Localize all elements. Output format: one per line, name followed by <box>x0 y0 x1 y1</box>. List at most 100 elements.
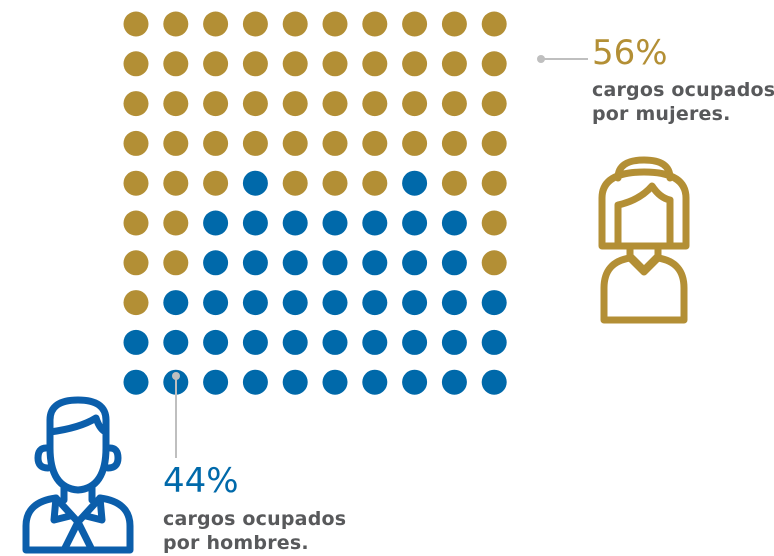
waffle-dot-women <box>203 91 229 117</box>
waffle-dot-men <box>441 210 467 236</box>
waffle-dot-men <box>441 369 467 395</box>
waffle-dot-men <box>322 290 348 316</box>
waffle-dot-men <box>322 250 348 276</box>
waffle-dot-men <box>362 250 388 276</box>
waffle-dot-women <box>242 91 268 117</box>
women-description-line1: cargos ocupados <box>592 79 774 101</box>
waffle-dot-women <box>163 91 189 117</box>
waffle-dot-women <box>481 91 507 117</box>
waffle-dot-women <box>322 170 348 196</box>
waffle-dot-women <box>362 91 388 117</box>
waffle-dot-women <box>163 11 189 37</box>
waffle-dot-men <box>441 329 467 355</box>
man-icon <box>22 396 134 554</box>
waffle-dot-women <box>441 51 467 77</box>
waffle-dot-men <box>322 329 348 355</box>
waffle-dot-women <box>203 11 229 37</box>
women-description-line2: por mujeres. <box>592 103 731 125</box>
waffle-dot-women <box>163 250 189 276</box>
waffle-dot-women <box>481 170 507 196</box>
waffle-dot-women <box>282 170 308 196</box>
women-leader-line <box>537 55 588 63</box>
waffle-dot-men <box>203 329 229 355</box>
waffle-dot-men <box>123 369 149 395</box>
women-percent: 56% <box>592 33 668 73</box>
waffle-dot-men <box>203 210 229 236</box>
waffle-dot-women <box>123 51 149 77</box>
waffle-dot-women <box>402 11 428 37</box>
waffle-dot-men <box>402 369 428 395</box>
waffle-dot-men <box>282 290 308 316</box>
waffle-dot-women <box>402 130 428 156</box>
waffle-dot-men <box>203 290 229 316</box>
waffle-dot-men <box>362 210 388 236</box>
waffle-dot-women <box>123 290 149 316</box>
waffle-dot-men <box>203 369 229 395</box>
waffle-dot-men <box>402 329 428 355</box>
waffle-dot-women <box>362 51 388 77</box>
waffle-dot-women <box>123 170 149 196</box>
waffle-dot-men <box>163 290 189 316</box>
waffle-dot-women <box>481 11 507 37</box>
waffle-dot-women <box>362 130 388 156</box>
waffle-dot-men <box>282 329 308 355</box>
waffle-dot-women <box>481 210 507 236</box>
waffle-dot-women <box>481 130 507 156</box>
waffle-dot-women <box>481 51 507 77</box>
waffle-dot-women <box>282 51 308 77</box>
waffle-dot-women <box>282 11 308 37</box>
waffle-dot-men <box>481 329 507 355</box>
waffle-dot-women <box>123 210 149 236</box>
waffle-grid <box>123 11 507 395</box>
waffle-dot-men <box>282 250 308 276</box>
waffle-dot-men <box>441 290 467 316</box>
waffle-dot-men <box>402 210 428 236</box>
waffle-dot-men <box>242 250 268 276</box>
waffle-dot-women <box>362 170 388 196</box>
waffle-dot-women <box>441 11 467 37</box>
waffle-dot-men <box>402 250 428 276</box>
men-description: cargos ocupados por hombres. <box>163 507 346 555</box>
waffle-dot-men <box>362 329 388 355</box>
waffle-dot-men <box>163 329 189 355</box>
men-leader-line <box>172 372 180 458</box>
waffle-dot-women <box>163 130 189 156</box>
waffle-dot-men <box>362 369 388 395</box>
waffle-dot-men <box>362 290 388 316</box>
waffle-dot-men <box>242 369 268 395</box>
waffle-dot-women <box>163 51 189 77</box>
men-description-line1: cargos ocupados <box>163 508 347 530</box>
waffle-dot-men <box>123 329 149 355</box>
waffle-dot-men <box>322 210 348 236</box>
waffle-dot-men <box>481 290 507 316</box>
waffle-dot-women <box>441 130 467 156</box>
waffle-dot-men <box>242 170 268 196</box>
men-percent: 44% <box>163 461 239 501</box>
waffle-dot-women <box>322 51 348 77</box>
waffle-dot-women <box>322 11 348 37</box>
waffle-dot-women <box>123 130 149 156</box>
waffle-dot-women <box>322 130 348 156</box>
waffle-dot-women <box>441 170 467 196</box>
waffle-dot-women <box>242 11 268 37</box>
waffle-dot-women <box>123 250 149 276</box>
waffle-dot-women <box>242 130 268 156</box>
waffle-dot-women <box>123 11 149 37</box>
waffle-dot-women <box>441 91 467 117</box>
waffle-dot-men <box>481 369 507 395</box>
waffle-dot-women <box>481 250 507 276</box>
waffle-dot-women <box>322 91 348 117</box>
waffle-dot-men <box>242 329 268 355</box>
waffle-dot-women <box>242 51 268 77</box>
waffle-dot-women <box>282 130 308 156</box>
waffle-dot-men <box>242 210 268 236</box>
woman-icon <box>598 156 690 324</box>
waffle-dot-men <box>441 250 467 276</box>
waffle-dot-men <box>322 369 348 395</box>
waffle-dot-women <box>402 51 428 77</box>
waffle-dot-women <box>123 91 149 117</box>
waffle-dot-women <box>163 170 189 196</box>
waffle-dot-women <box>402 91 428 117</box>
waffle-dot-men <box>402 290 428 316</box>
